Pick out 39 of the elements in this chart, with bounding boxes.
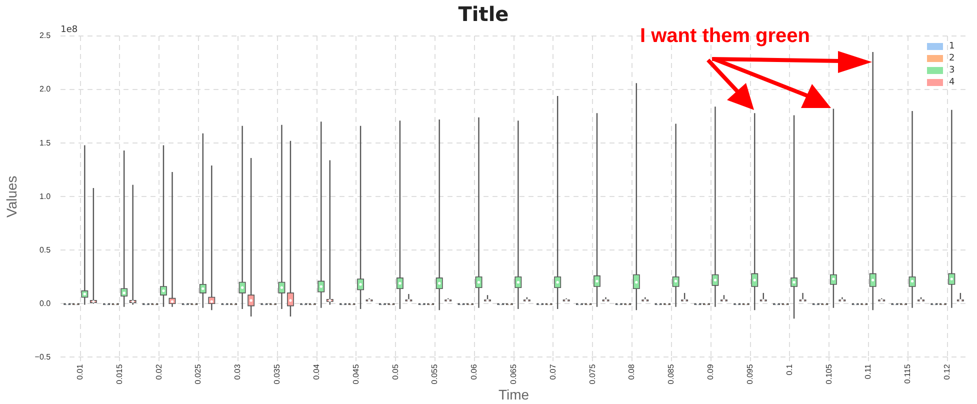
y-tick-label: −0.5 — [34, 352, 52, 362]
x-tick-label: 0.04 — [312, 364, 321, 380]
y-tick-label: 2.5 — [39, 31, 52, 40]
x-tick-label: 0.07 — [548, 364, 558, 380]
legend-label: 4 — [949, 77, 955, 88]
legend-label: 1 — [949, 41, 955, 52]
x-tick-label: 0.015 — [114, 364, 124, 384]
y-tick-label: 1.0 — [39, 192, 52, 201]
x-tick-label: 0.03 — [233, 364, 242, 380]
x-tick-label: 0.025 — [194, 364, 203, 384]
y-tick-label: 0.0 — [39, 298, 52, 308]
x-tick-label: 0.035 — [272, 364, 282, 384]
legend-label: 3 — [949, 65, 955, 76]
y-tick-label: 2.0 — [39, 84, 52, 94]
x-tick-label: 0.115 — [903, 364, 912, 384]
y-axis-title: Values — [3, 176, 20, 218]
x-tick-label: 0.055 — [430, 364, 440, 384]
x-tick-label: 0.105 — [824, 364, 834, 384]
text: 1e8 — [60, 25, 78, 35]
x-tick-label: 0.045 — [351, 364, 360, 384]
x-tick-label: 0.085 — [666, 364, 676, 384]
x-tick-label: 0.08 — [627, 364, 636, 380]
x-axis-title: Time — [498, 386, 530, 402]
y-tick-label: 0.5 — [39, 245, 52, 254]
chart-title: Title — [458, 2, 509, 26]
x-tick-label: 0.11 — [864, 364, 873, 380]
x-tick-label: 0.1 — [784, 364, 794, 376]
y-tick-label: 1.5 — [39, 138, 52, 148]
x-tick-label: 0.065 — [509, 364, 518, 384]
x-tick-label: 0.01 — [76, 364, 84, 380]
x-tick-label: 0.06 — [470, 364, 479, 380]
legend-label: 2 — [949, 53, 955, 64]
x-tick-label: 0.09 — [706, 364, 716, 380]
x-tick-label: 0.075 — [588, 364, 597, 384]
x-tick-label: 0.05 — [390, 364, 400, 380]
x-tick-label: 0.02 — [154, 364, 164, 380]
annotation: I want them green — [640, 25, 810, 47]
x-tick-label: 0.095 — [745, 364, 754, 384]
x-tick-label: 0.12 — [942, 364, 952, 380]
